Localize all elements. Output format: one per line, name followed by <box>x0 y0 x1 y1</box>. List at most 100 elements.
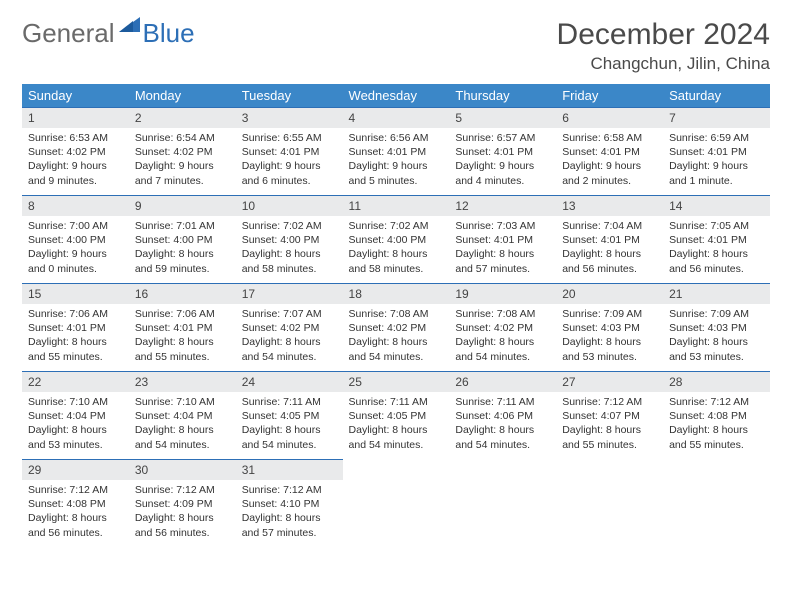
calendar-week-row: 22Sunrise: 7:10 AMSunset: 4:04 PMDayligh… <box>22 371 770 459</box>
day-number: 15 <box>22 283 129 304</box>
daylight-text: Daylight: 9 hours and 5 minutes. <box>349 159 444 187</box>
daylight-text: Daylight: 8 hours and 54 minutes. <box>242 423 337 451</box>
day-content: Sunrise: 7:05 AMSunset: 4:01 PMDaylight:… <box>663 216 770 282</box>
weekday-header: Thursday <box>449 84 556 107</box>
sunset-text: Sunset: 4:04 PM <box>28 409 123 423</box>
daylight-text: Daylight: 8 hours and 53 minutes. <box>669 335 764 363</box>
day-number: 19 <box>449 283 556 304</box>
calendar-day-cell: 30Sunrise: 7:12 AMSunset: 4:09 PMDayligh… <box>129 459 236 547</box>
day-number: 18 <box>343 283 450 304</box>
weekday-header: Tuesday <box>236 84 343 107</box>
weekday-header: Wednesday <box>343 84 450 107</box>
daylight-text: Daylight: 8 hours and 53 minutes. <box>562 335 657 363</box>
sunrise-text: Sunrise: 7:12 AM <box>669 395 764 409</box>
daylight-text: Daylight: 8 hours and 55 minutes. <box>562 423 657 451</box>
calendar-day-cell: 7Sunrise: 6:59 AMSunset: 4:01 PMDaylight… <box>663 107 770 195</box>
sunset-text: Sunset: 4:05 PM <box>349 409 444 423</box>
calendar-day-cell: 3Sunrise: 6:55 AMSunset: 4:01 PMDaylight… <box>236 107 343 195</box>
calendar-day-cell: 17Sunrise: 7:07 AMSunset: 4:02 PMDayligh… <box>236 283 343 371</box>
daylight-text: Daylight: 8 hours and 53 minutes. <box>28 423 123 451</box>
calendar-day-cell <box>556 459 663 547</box>
calendar-day-cell: 20Sunrise: 7:09 AMSunset: 4:03 PMDayligh… <box>556 283 663 371</box>
sunrise-text: Sunrise: 7:02 AM <box>349 219 444 233</box>
day-content: Sunrise: 7:00 AMSunset: 4:00 PMDaylight:… <box>22 216 129 282</box>
calendar-table: Sunday Monday Tuesday Wednesday Thursday… <box>22 84 770 547</box>
calendar-week-row: 15Sunrise: 7:06 AMSunset: 4:01 PMDayligh… <box>22 283 770 371</box>
sunset-text: Sunset: 4:03 PM <box>562 321 657 335</box>
logo-mark-icon <box>119 15 141 38</box>
sunset-text: Sunset: 4:01 PM <box>562 145 657 159</box>
day-number: 17 <box>236 283 343 304</box>
sunrise-text: Sunrise: 7:12 AM <box>28 483 123 497</box>
sunrise-text: Sunrise: 7:08 AM <box>455 307 550 321</box>
daylight-text: Daylight: 8 hours and 56 minutes. <box>562 247 657 275</box>
daylight-text: Daylight: 8 hours and 54 minutes. <box>135 423 230 451</box>
calendar-day-cell: 21Sunrise: 7:09 AMSunset: 4:03 PMDayligh… <box>663 283 770 371</box>
sunrise-text: Sunrise: 7:10 AM <box>28 395 123 409</box>
sunset-text: Sunset: 4:00 PM <box>242 233 337 247</box>
day-number: 23 <box>129 371 236 392</box>
day-content: Sunrise: 6:56 AMSunset: 4:01 PMDaylight:… <box>343 128 450 194</box>
day-number: 29 <box>22 459 129 480</box>
sunrise-text: Sunrise: 7:04 AM <box>562 219 657 233</box>
daylight-text: Daylight: 8 hours and 56 minutes. <box>669 247 764 275</box>
day-number: 7 <box>663 107 770 128</box>
sunset-text: Sunset: 4:06 PM <box>455 409 550 423</box>
day-content: Sunrise: 7:10 AMSunset: 4:04 PMDaylight:… <box>22 392 129 458</box>
day-content: Sunrise: 6:57 AMSunset: 4:01 PMDaylight:… <box>449 128 556 194</box>
sunset-text: Sunset: 4:01 PM <box>349 145 444 159</box>
calendar-day-cell: 29Sunrise: 7:12 AMSunset: 4:08 PMDayligh… <box>22 459 129 547</box>
day-content: Sunrise: 6:54 AMSunset: 4:02 PMDaylight:… <box>129 128 236 194</box>
sunrise-text: Sunrise: 7:06 AM <box>135 307 230 321</box>
sunset-text: Sunset: 4:10 PM <box>242 497 337 511</box>
calendar-day-cell: 23Sunrise: 7:10 AMSunset: 4:04 PMDayligh… <box>129 371 236 459</box>
daylight-text: Daylight: 8 hours and 55 minutes. <box>669 423 764 451</box>
daylight-text: Daylight: 9 hours and 4 minutes. <box>455 159 550 187</box>
day-number: 20 <box>556 283 663 304</box>
daylight-text: Daylight: 9 hours and 7 minutes. <box>135 159 230 187</box>
daylight-text: Daylight: 8 hours and 58 minutes. <box>349 247 444 275</box>
calendar-day-cell: 1Sunrise: 6:53 AMSunset: 4:02 PMDaylight… <box>22 107 129 195</box>
logo: General Blue <box>22 18 195 49</box>
sunset-text: Sunset: 4:04 PM <box>135 409 230 423</box>
calendar-day-cell: 9Sunrise: 7:01 AMSunset: 4:00 PMDaylight… <box>129 195 236 283</box>
day-number: 22 <box>22 371 129 392</box>
sunrise-text: Sunrise: 6:53 AM <box>28 131 123 145</box>
day-number: 12 <box>449 195 556 216</box>
daylight-text: Daylight: 9 hours and 1 minute. <box>669 159 764 187</box>
day-number: 28 <box>663 371 770 392</box>
weekday-header-row: Sunday Monday Tuesday Wednesday Thursday… <box>22 84 770 107</box>
title-block: December 2024 Changchun, Jilin, China <box>557 18 770 74</box>
day-content: Sunrise: 7:06 AMSunset: 4:01 PMDaylight:… <box>22 304 129 370</box>
daylight-text: Daylight: 8 hours and 54 minutes. <box>455 423 550 451</box>
sunset-text: Sunset: 4:08 PM <box>669 409 764 423</box>
day-content: Sunrise: 7:10 AMSunset: 4:04 PMDaylight:… <box>129 392 236 458</box>
calendar-day-cell: 12Sunrise: 7:03 AMSunset: 4:01 PMDayligh… <box>449 195 556 283</box>
day-content: Sunrise: 7:08 AMSunset: 4:02 PMDaylight:… <box>449 304 556 370</box>
logo-text-blue: Blue <box>143 18 195 49</box>
sunrise-text: Sunrise: 6:57 AM <box>455 131 550 145</box>
day-content: Sunrise: 6:59 AMSunset: 4:01 PMDaylight:… <box>663 128 770 194</box>
day-content: Sunrise: 7:02 AMSunset: 4:00 PMDaylight:… <box>343 216 450 282</box>
sunrise-text: Sunrise: 7:11 AM <box>349 395 444 409</box>
sunset-text: Sunset: 4:00 PM <box>28 233 123 247</box>
daylight-text: Daylight: 8 hours and 54 minutes. <box>455 335 550 363</box>
calendar-day-cell: 31Sunrise: 7:12 AMSunset: 4:10 PMDayligh… <box>236 459 343 547</box>
sunrise-text: Sunrise: 7:11 AM <box>455 395 550 409</box>
sunrise-text: Sunrise: 6:54 AM <box>135 131 230 145</box>
sunrise-text: Sunrise: 6:58 AM <box>562 131 657 145</box>
calendar-day-cell: 5Sunrise: 6:57 AMSunset: 4:01 PMDaylight… <box>449 107 556 195</box>
calendar-day-cell: 26Sunrise: 7:11 AMSunset: 4:06 PMDayligh… <box>449 371 556 459</box>
sunrise-text: Sunrise: 7:09 AM <box>669 307 764 321</box>
day-content: Sunrise: 7:09 AMSunset: 4:03 PMDaylight:… <box>663 304 770 370</box>
sunrise-text: Sunrise: 7:05 AM <box>669 219 764 233</box>
sunrise-text: Sunrise: 7:12 AM <box>135 483 230 497</box>
day-content: Sunrise: 7:03 AMSunset: 4:01 PMDaylight:… <box>449 216 556 282</box>
calendar-day-cell <box>449 459 556 547</box>
sunset-text: Sunset: 4:01 PM <box>28 321 123 335</box>
sunset-text: Sunset: 4:01 PM <box>669 145 764 159</box>
weekday-header: Saturday <box>663 84 770 107</box>
day-number: 11 <box>343 195 450 216</box>
sunrise-text: Sunrise: 6:59 AM <box>669 131 764 145</box>
sunrise-text: Sunrise: 7:12 AM <box>242 483 337 497</box>
